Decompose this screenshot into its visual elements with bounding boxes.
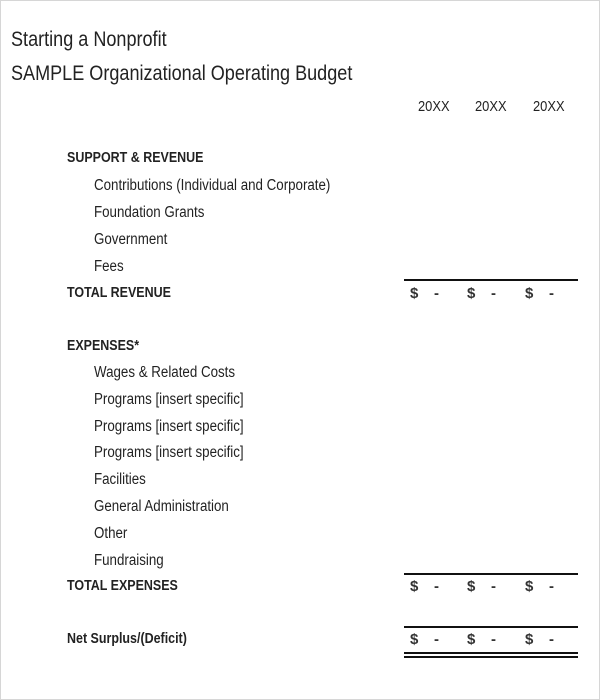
amount-value: - bbox=[434, 631, 439, 648]
amount-value: - bbox=[434, 285, 439, 302]
section-heading-revenue: SUPPORT & REVENUE bbox=[67, 150, 204, 166]
expense-item: Programs [insert specific] bbox=[94, 390, 244, 408]
expense-item: Facilities bbox=[94, 471, 146, 489]
total-expenses-label: TOTAL EXPENSES bbox=[67, 578, 178, 594]
currency-symbol: $ bbox=[467, 285, 476, 302]
revenue-item: Fees bbox=[94, 258, 124, 275]
expense-item: Programs [insert specific] bbox=[94, 417, 244, 435]
currency-symbol: $ bbox=[525, 285, 534, 302]
revenue-item: Government bbox=[94, 231, 168, 248]
column-header: 20XX bbox=[475, 98, 507, 115]
currency-symbol: $ bbox=[525, 631, 534, 648]
currency-symbol: $ bbox=[410, 285, 419, 302]
total-revenue-label: TOTAL REVENUE bbox=[67, 285, 171, 301]
amount-value: - bbox=[491, 285, 496, 302]
expense-item: General Administration bbox=[94, 498, 229, 515]
total-rule bbox=[404, 626, 578, 628]
document-title: Starting a Nonprofit bbox=[11, 28, 167, 51]
currency-symbol: $ bbox=[467, 578, 476, 595]
currency-symbol: $ bbox=[525, 578, 534, 595]
amount-value: - bbox=[491, 631, 496, 648]
currency-symbol: $ bbox=[410, 631, 419, 648]
column-header: 20XX bbox=[418, 98, 450, 115]
expense-item: Fundraising bbox=[94, 551, 164, 569]
currency-symbol: $ bbox=[410, 578, 419, 595]
double-rule-bottom bbox=[404, 656, 578, 658]
total-rule bbox=[404, 279, 578, 281]
expense-item: Programs [insert specific] bbox=[94, 444, 244, 462]
document-subtitle: SAMPLE Organizational Operating Budget bbox=[11, 62, 353, 85]
section-heading-expenses: EXPENSES* bbox=[67, 338, 140, 354]
expense-item: Other bbox=[94, 524, 128, 542]
expense-item: Wages & Related Costs bbox=[94, 364, 236, 381]
amount-value: - bbox=[549, 631, 554, 648]
net-surplus-label: Net Surplus/(Deficit) bbox=[67, 631, 187, 647]
amount-value: - bbox=[549, 285, 554, 302]
column-header: 20XX bbox=[533, 98, 565, 115]
double-rule-top bbox=[404, 652, 578, 654]
currency-symbol: $ bbox=[467, 631, 476, 648]
amount-value: - bbox=[434, 578, 439, 595]
amount-value: - bbox=[491, 578, 496, 595]
revenue-item: Foundation Grants bbox=[94, 204, 205, 221]
amount-value: - bbox=[549, 578, 554, 595]
total-rule bbox=[404, 573, 578, 575]
revenue-item: Contributions (Individual and Corporate) bbox=[94, 177, 331, 194]
